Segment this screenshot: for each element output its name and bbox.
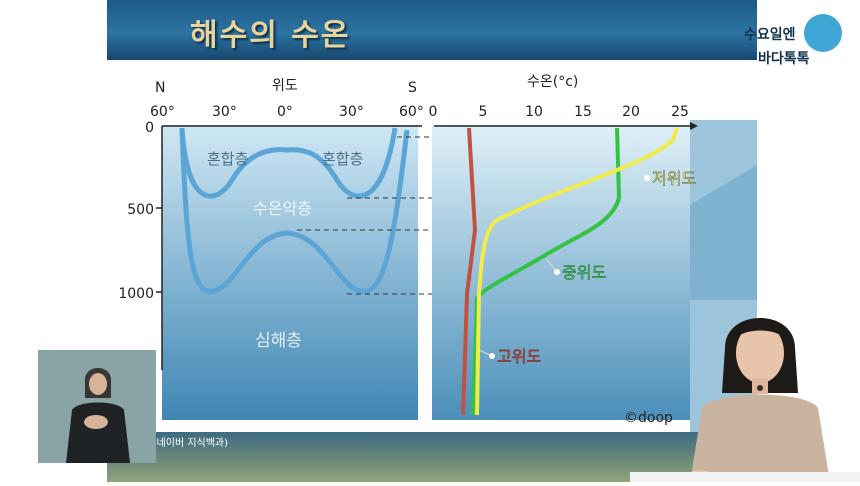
deep-layer-label: 심해층 [255, 331, 302, 351]
program-logo: 수요일엔 바다톡톡 [738, 14, 848, 74]
north-label: N [155, 80, 165, 96]
label-dot [644, 175, 650, 181]
block-side-mid [690, 165, 757, 300]
high-latitude-curve [461, 127, 478, 416]
depth-tick: 1000 [118, 286, 154, 302]
lat-tick: 30° [339, 104, 364, 120]
lat-tick: 60° [399, 104, 424, 120]
mid-latitude-label: 중위도 [562, 263, 606, 282]
lat-tick: 60° [150, 104, 175, 120]
temp-axis-arrow [690, 122, 698, 130]
source-credit: : 네이버 지식백과) [150, 438, 229, 449]
temp-tick: 15 [574, 104, 592, 120]
copyright-mark: ©doop [624, 410, 673, 426]
sign-language-interpreter [38, 350, 156, 463]
depth-tick: 0 [145, 120, 154, 136]
presenter-figure [688, 318, 830, 482]
presenter [680, 298, 840, 482]
logo-line-1: 수요일엔 [744, 27, 796, 43]
label-dot [554, 269, 560, 275]
depth-tick: 500 [127, 202, 154, 218]
temp-tick: 25 [671, 104, 689, 120]
label-dot [489, 353, 495, 359]
temperature-axis-label: 수온(°c) [527, 74, 578, 90]
temp-tick: 5 [479, 104, 488, 120]
temp-tick: 0 [429, 104, 438, 120]
lat-tick: 0° [277, 104, 293, 120]
latitude-axis-label: 위도 [272, 78, 298, 94]
low-latitude-curve [475, 127, 679, 416]
slide-title: 해수의 수온 [190, 18, 351, 53]
logo-line-2: 바다톡톡 [758, 51, 810, 67]
desk-surface [630, 472, 860, 482]
mixed-layer-label-left: 혼합층 [207, 150, 248, 168]
thermocline-label: 수온약층 [253, 199, 312, 218]
low-latitude-label: 저위도 [652, 169, 696, 188]
ocean-figure: N 위도 S 60° 30° 0° 30° 60° 0 500 1000 혼합층… [118, 74, 757, 460]
mixed-layer-boundary [179, 127, 398, 199]
south-label: S [408, 80, 417, 96]
label-leader [633, 139, 648, 179]
left-panel-bg [162, 125, 418, 420]
mid-latitude-curve [471, 127, 622, 416]
temp-tick: 10 [525, 104, 543, 120]
lat-tick: 30° [212, 104, 237, 120]
figure-area: N 위도 S 60° 30° 0° 30° 60° 0 500 1000 혼합층… [107, 60, 757, 460]
temp-tick: 20 [622, 104, 640, 120]
dolphin-icon [804, 14, 842, 52]
interpreter-figure [38, 350, 156, 463]
high-latitude-label: 고위도 [497, 347, 541, 366]
thermocline-boundary [179, 127, 410, 294]
title-banner [107, 0, 757, 60]
mixed-layer-label-right: 혼합층 [322, 150, 363, 168]
